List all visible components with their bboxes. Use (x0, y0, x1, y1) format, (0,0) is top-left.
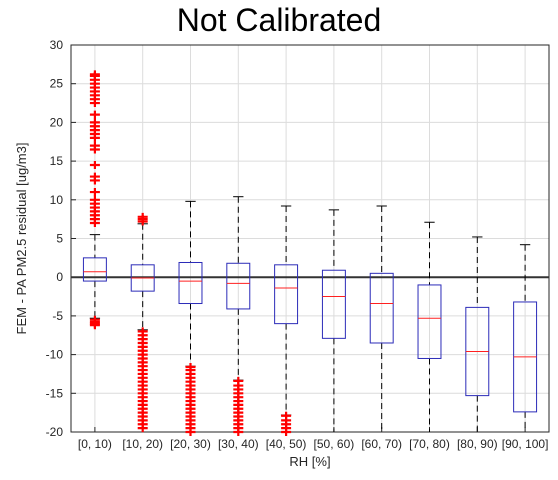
outlier-marker (281, 428, 292, 436)
y-tick-label: 30 (50, 38, 64, 52)
y-tick-label: 25 (50, 77, 64, 91)
box-2 (130, 223, 155, 331)
box-rect (178, 261, 203, 305)
outlier-marker (137, 424, 148, 433)
box-9 (465, 236, 490, 432)
box-rect (321, 269, 346, 339)
outlier-marker (89, 110, 100, 119)
chart-title: Not Calibrated (176, 2, 382, 38)
x-tick-label: [0, 10) (78, 437, 112, 451)
outlier-marker (89, 141, 100, 150)
box-rect (369, 272, 394, 344)
box-rect (417, 284, 442, 359)
outlier-marker (89, 70, 100, 79)
x-tick-label: [30, 40) (218, 437, 259, 451)
y-tick-label: 5 (56, 232, 63, 246)
x-tick-label: [80, 90) (457, 437, 498, 451)
outlier-layer (89, 70, 292, 436)
y-tick-label: 15 (50, 154, 64, 168)
outlier-marker (89, 118, 100, 127)
y-tick-label: -10 (46, 348, 64, 362)
x-tick-label: [90, 100] (502, 437, 549, 451)
box-4 (226, 196, 251, 381)
box-8 (417, 221, 442, 432)
box-10 (513, 244, 538, 432)
outlier-marker (233, 428, 244, 436)
axis-layer: -20 -15 -10 -5 0 5 10 15 20 25 30 [0, 10) [10, 20) [2… (46, 38, 550, 451)
outlier-marker (89, 188, 100, 197)
box-layer (82, 196, 538, 432)
y-tick-label: -20 (46, 425, 64, 439)
outlier-marker (89, 195, 100, 204)
outlier-marker (89, 315, 100, 324)
x-tick-label: [10, 20) (122, 437, 163, 451)
outlier-marker (185, 428, 196, 436)
outlier-marker (137, 212, 148, 221)
y-tick-label: -5 (52, 309, 63, 323)
y-axis-label: FEM - PA PM2.5 residual [ug/m3] (14, 143, 29, 335)
box-7 (369, 205, 394, 432)
x-tick-label: [70, 80) (409, 437, 450, 451)
outlier-marker (89, 160, 100, 169)
plot-frame (70, 44, 550, 433)
x-tick-label: [40, 50) (266, 437, 307, 451)
outlier-marker (89, 172, 100, 181)
x-tick-label: [20, 30) (170, 437, 211, 451)
x-axis-label: RH [%] (289, 454, 330, 469)
x-tick-label: [60, 70) (361, 437, 402, 451)
y-tick-label: 0 (56, 270, 63, 284)
box-6 (321, 209, 346, 432)
box-1 (82, 234, 107, 319)
box-rect (82, 257, 107, 282)
y-tick-label: 10 (50, 193, 64, 207)
x-tick-label: [50, 60) (314, 437, 355, 451)
y-tick-label: -15 (46, 386, 64, 400)
box-rect (274, 264, 299, 325)
box-rect (226, 262, 251, 310)
y-tick-label: 20 (50, 115, 64, 129)
